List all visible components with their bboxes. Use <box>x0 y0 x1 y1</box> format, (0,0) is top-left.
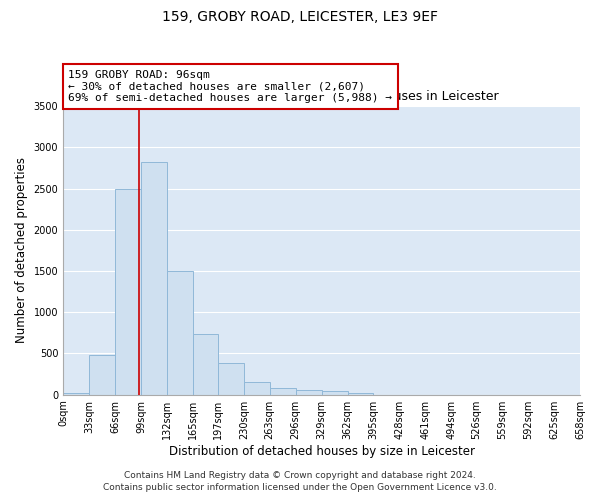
Bar <box>322 392 347 394</box>
X-axis label: Distribution of detached houses by size in Leicester: Distribution of detached houses by size … <box>169 444 475 458</box>
Bar <box>89 355 115 395</box>
Bar <box>218 362 244 394</box>
Text: Contains HM Land Registry data © Crown copyright and database right 2024.
Contai: Contains HM Land Registry data © Crown c… <box>103 471 497 492</box>
Text: 159 GROBY ROAD: 96sqm
← 30% of detached houses are smaller (2,607)
69% of semi-d: 159 GROBY ROAD: 96sqm ← 30% of detached … <box>68 70 392 103</box>
Title: Size of property relative to detached houses in Leicester: Size of property relative to detached ho… <box>144 90 499 104</box>
Bar <box>63 393 89 394</box>
Bar <box>244 382 270 394</box>
Bar <box>347 393 373 394</box>
Bar <box>270 388 296 394</box>
Text: 159, GROBY ROAD, LEICESTER, LE3 9EF: 159, GROBY ROAD, LEICESTER, LE3 9EF <box>162 10 438 24</box>
Bar <box>115 188 141 394</box>
Bar <box>141 162 167 394</box>
Bar <box>167 271 193 394</box>
Y-axis label: Number of detached properties: Number of detached properties <box>15 158 28 344</box>
Bar <box>193 334 218 394</box>
Bar <box>296 390 322 394</box>
